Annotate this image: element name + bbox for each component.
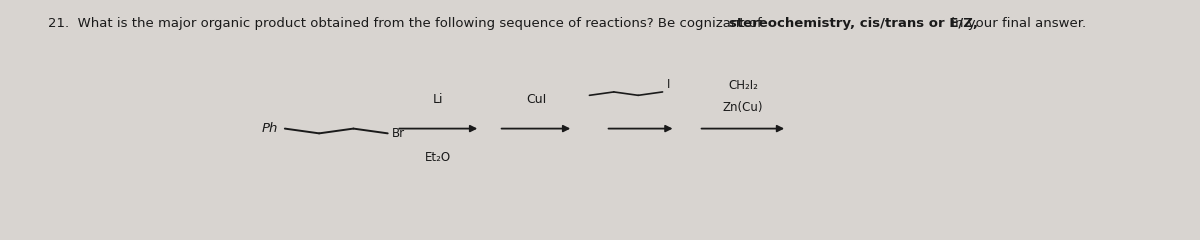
Text: Ph: Ph [262,122,278,135]
Text: Zn(Cu): Zn(Cu) [722,101,763,114]
Text: in your final answer.: in your final answer. [947,17,1086,30]
Text: I: I [667,78,671,91]
Text: CuI: CuI [526,93,546,106]
Text: Br: Br [392,127,406,140]
Text: Li: Li [433,93,444,106]
Text: 21.  What is the major organic product obtained from the following sequence of r: 21. What is the major organic product ob… [48,17,766,30]
Text: CH₂I₂: CH₂I₂ [728,79,758,92]
Text: Et₂O: Et₂O [425,151,451,164]
Text: stereochemistry, cis/trans or E/Z,: stereochemistry, cis/trans or E/Z, [728,17,978,30]
